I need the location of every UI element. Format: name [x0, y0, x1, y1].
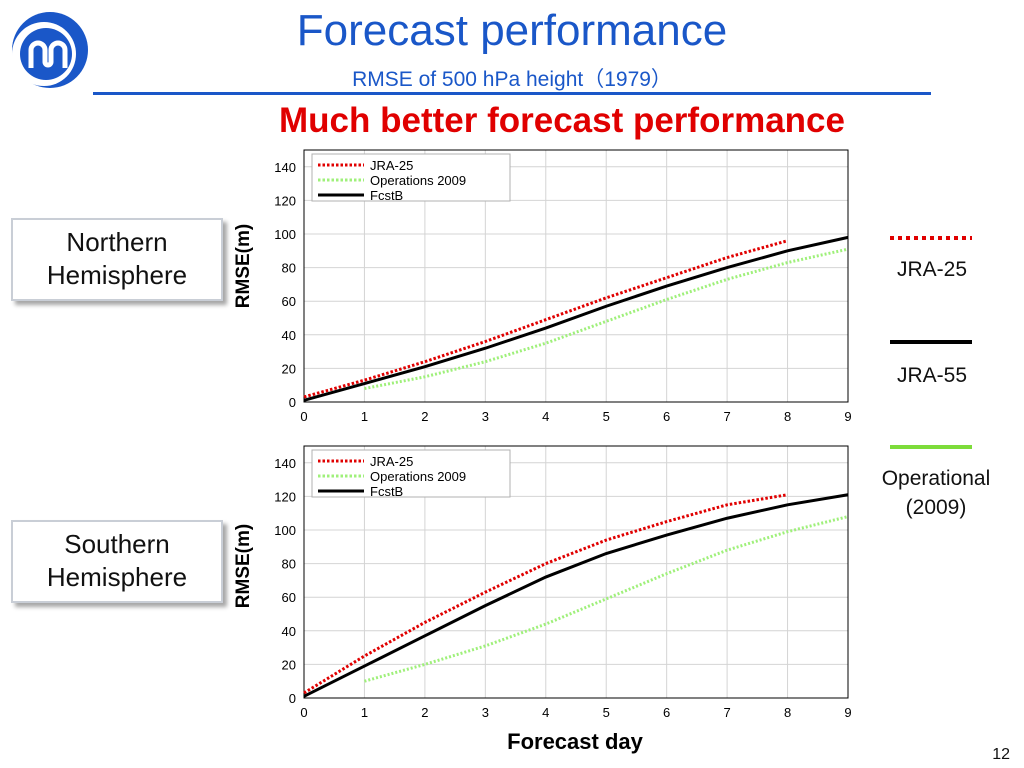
x-tick-label: 6 — [663, 705, 670, 720]
x-tick-label: 2 — [421, 409, 428, 424]
x-tick-label: 9 — [844, 409, 851, 424]
hemisphere-line1: Southern — [64, 529, 170, 559]
x-tick-label: 7 — [723, 705, 730, 720]
hemisphere-line2: Hemisphere — [46, 562, 188, 592]
x-tick-label: 4 — [542, 705, 549, 720]
northern-hemisphere-label: Northern Hemisphere — [11, 218, 223, 301]
title-divider — [93, 92, 931, 95]
series-line-operations-2009 — [364, 247, 849, 391]
y-tick-label: 60 — [282, 590, 296, 605]
legend-label: JRA-25 — [370, 454, 413, 469]
operational-legend-swatch — [890, 445, 972, 449]
page-title: Forecast performance — [296, 6, 728, 55]
y-tick-label: 40 — [282, 624, 296, 639]
jra55-legend-label: JRA-55 — [896, 364, 968, 387]
x-tick-label: 0 — [300, 705, 307, 720]
x-tick-label: 0 — [300, 409, 307, 424]
jma-logo — [12, 12, 88, 88]
nh-rmse-chart: 0 1 2 3 4 5 6 7 8 9 0 20 40 60 80 100 120 140 JRA-25Operat… — [274, 149, 852, 424]
sh-y-axis-label: RMSE(m) — [233, 523, 254, 609]
x-tick-label: 9 — [844, 705, 851, 720]
series-line-operations-2009 — [364, 515, 849, 683]
legend-label: FcstB — [370, 484, 403, 499]
y-tick-label: 0 — [289, 395, 296, 410]
y-tick-label: 120 — [274, 193, 296, 208]
x-axis-label: Forecast day — [507, 729, 643, 754]
legend-label: JRA-25 — [370, 158, 413, 173]
legend-label: FcstB — [370, 188, 403, 203]
y-tick-label: 100 — [274, 227, 296, 242]
plot-frame — [303, 445, 849, 699]
series-line-fcstb — [303, 235, 849, 402]
operational-legend-label: Operational (2009) — [881, 467, 991, 519]
y-tick-label: 140 — [274, 160, 296, 175]
y-tick-label: 80 — [282, 557, 296, 572]
hemisphere-line1: Northern — [66, 227, 168, 257]
hemisphere-line2: Hemisphere — [46, 260, 188, 290]
x-tick-label: 2 — [421, 705, 428, 720]
y-tick-label: 80 — [282, 261, 296, 276]
legend-box — [311, 449, 511, 498]
jra55-legend-swatch — [890, 340, 972, 344]
y-tick-label: 100 — [274, 523, 296, 538]
y-tick-label: 120 — [274, 489, 296, 504]
y-tick-label: 0 — [289, 691, 296, 706]
legend-label: Operations 2009 — [370, 173, 466, 188]
page-number: 12 — [992, 746, 1010, 763]
legend-box — [311, 153, 511, 202]
legend-label: Operations 2009 — [370, 469, 466, 484]
jra25-legend-label: JRA-25 — [896, 258, 968, 281]
jra25-legend-swatch — [890, 236, 972, 240]
y-tick-label: 140 — [274, 456, 296, 471]
headline: Much better forecast performance — [279, 101, 845, 140]
x-tick-label: 3 — [482, 705, 489, 720]
x-tick-label: 6 — [663, 409, 670, 424]
sh-rmse-chart: 0 1 2 3 4 5 6 7 8 9 0 20 40 60 80 100 120 140 JRA-25Operat… — [274, 445, 852, 720]
x-tick-label: 3 — [482, 409, 489, 424]
nh-y-axis-label: RMSE(m) — [233, 223, 254, 309]
y-tick-label: 40 — [282, 328, 296, 343]
y-tick-label: 60 — [282, 294, 296, 309]
x-tick-label: 8 — [784, 705, 791, 720]
x-tick-label: 5 — [603, 409, 610, 424]
x-tick-label: 5 — [603, 705, 610, 720]
southern-hemisphere-label: Southern Hemisphere — [11, 520, 223, 603]
y-tick-label: 20 — [282, 657, 296, 672]
plot-frame — [303, 149, 849, 403]
x-tick-label: 1 — [361, 409, 368, 424]
y-tick-label: 20 — [282, 361, 296, 376]
page-subtitle: RMSE of 500 hPa height（1979） — [352, 68, 672, 91]
x-tick-label: 1 — [361, 705, 368, 720]
series-line-fcstb — [303, 493, 849, 698]
x-tick-label: 7 — [723, 409, 730, 424]
x-tick-label: 8 — [784, 409, 791, 424]
x-tick-label: 4 — [542, 409, 549, 424]
